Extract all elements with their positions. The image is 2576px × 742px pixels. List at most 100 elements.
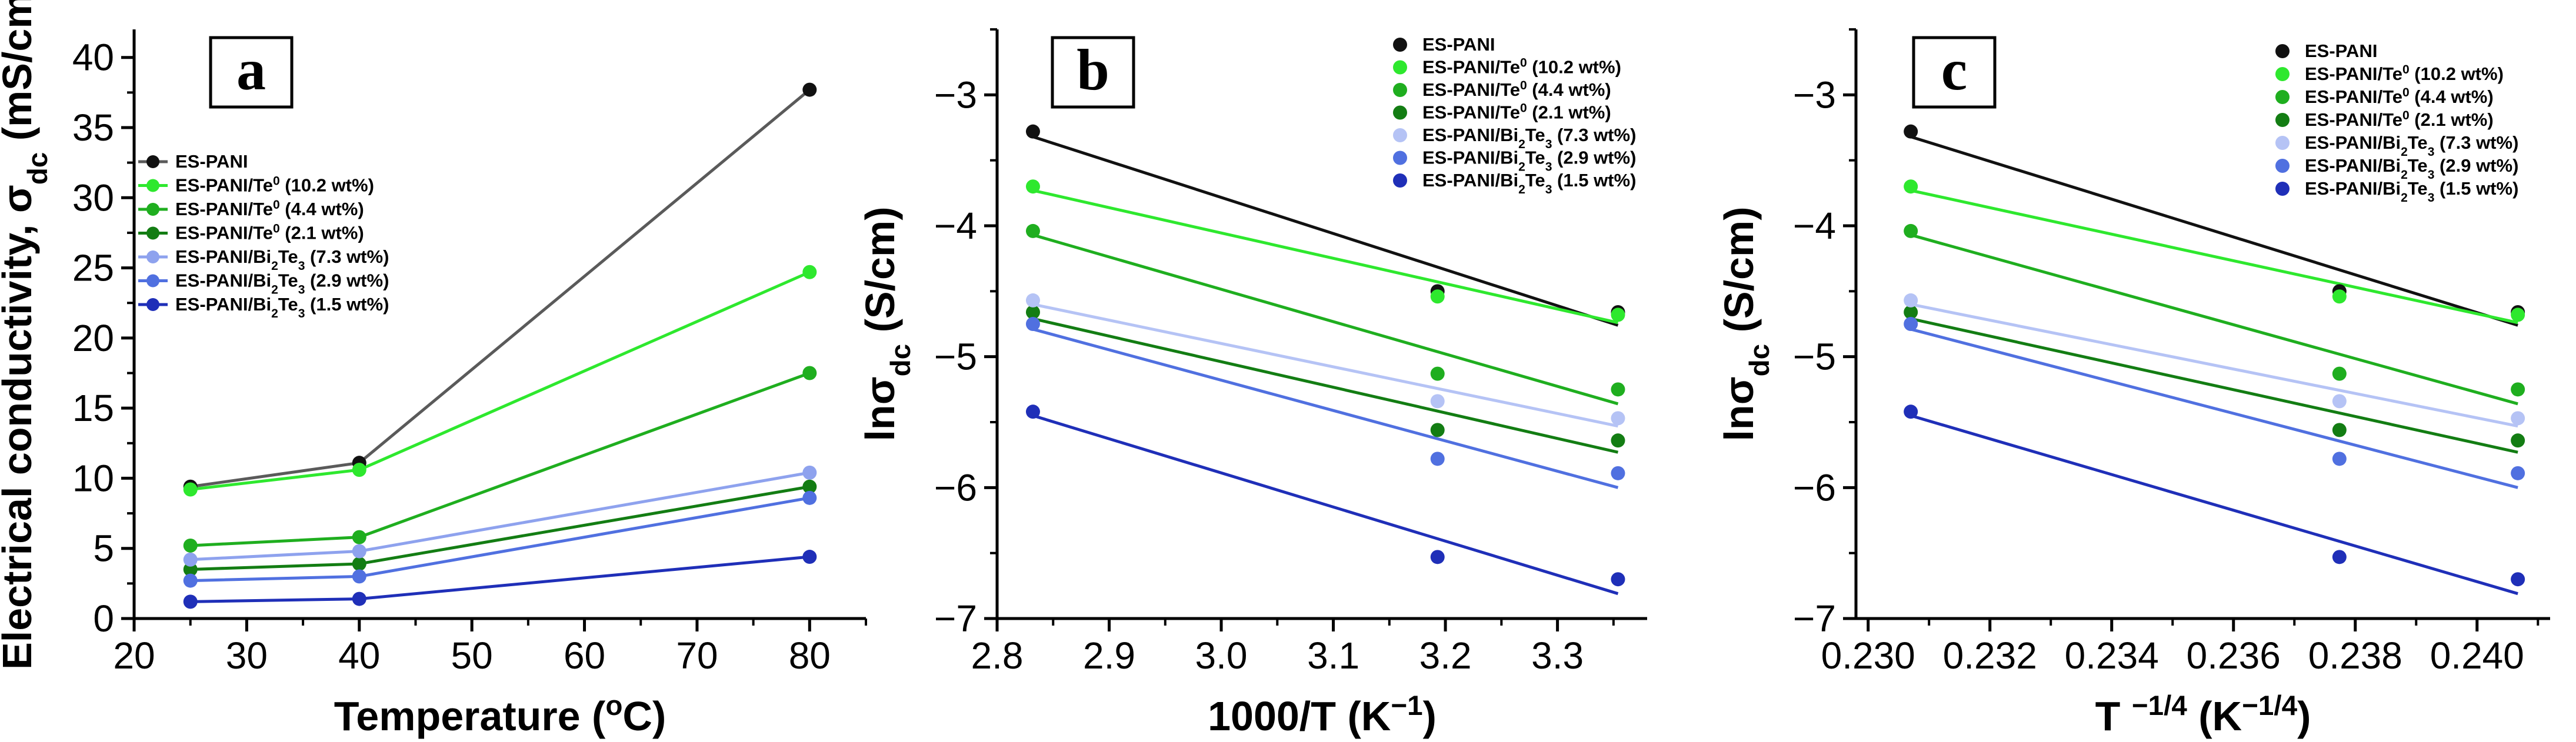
data-point [1904,124,1918,139]
fit-line [1910,327,2518,489]
legend-label: ES-PANI/Te0 (2.1 wt%) [1422,101,1611,123]
fit-line [1032,317,1619,454]
fit-line [1032,303,1618,428]
data-point [802,550,817,564]
fit-line [1910,135,2518,327]
data-point [802,265,817,279]
y-tick-label: −7 [1793,597,1836,640]
data-point [1904,317,1918,331]
data-point [802,479,817,494]
data-point [2511,382,2525,397]
x-tick-label: 70 [676,634,718,677]
y-tick-label: −3 [1793,73,1836,116]
legend-swatch-marker [146,250,159,263]
x-tick-label: 3.0 [1195,634,1248,677]
y-tick-label: −5 [934,336,977,378]
legend-swatch-marker [1393,173,1407,188]
legend-label: ES-PANI/Bi2Te3 (1.5 wt%) [175,294,389,320]
data-point [2332,366,2347,381]
legend-label: ES-PANI/Bi2Te3 (7.3 wt%) [2305,132,2518,159]
fit-line [1032,327,1619,489]
legend-label: ES-PANI [2305,41,2377,61]
y-tick-label: 0 [93,597,114,640]
legend-label: ES-PANI/Te0 (4.4 wt%) [175,198,364,220]
data-point [352,569,366,584]
y-tick-label: −3 [934,73,977,116]
legend-swatch-marker [2275,182,2290,196]
x-axis-label: 1000/T (K−1) [1208,690,1437,740]
fit-line [1032,189,1619,325]
legend-swatch-marker [1393,151,1407,165]
x-tick-label: 3.2 [1419,634,1472,677]
fit-line [1910,189,2518,325]
data-point [1904,293,1918,308]
x-tick-label: 0.230 [1821,634,1915,677]
data-point [1430,289,1445,304]
data-point [1611,382,1625,397]
y-axis-label: Electrical conductivity, σdc (mS/cm) [0,0,54,670]
data-point [2511,572,2525,587]
data-point [1611,572,1625,587]
y-tick-label: 30 [72,176,114,219]
y-tick-label: 5 [93,527,114,570]
data-point [1430,366,1445,381]
legend-label: ES-PANI/Te0 (2.1 wt%) [175,222,364,243]
data-point [1611,466,1625,480]
panel-letter: a [236,37,266,102]
panel-letter-box [1912,36,1997,109]
y-tick-label: 35 [72,106,114,149]
data-point [1904,179,1918,194]
panel-letter: b [1077,37,1109,102]
x-tick-label: 2.9 [1083,634,1135,677]
data-point [802,366,817,380]
legend-swatch-marker [2275,44,2290,58]
data-point [1611,411,1625,426]
y-tick-label: −6 [934,466,977,509]
y-tick-label: −4 [1793,205,1836,247]
data-point [1904,405,1918,419]
y-axis-label: lnσdc (S/cm) [857,206,917,441]
legend-label: ES-PANI [175,151,248,172]
legend-swatch-marker [1393,128,1407,142]
legend-swatch-marker [146,226,159,240]
data-point [1025,293,1040,308]
fit-line [1910,233,2518,406]
data-point [1430,394,1445,409]
data-point [2511,466,2525,480]
x-tick-label: 3.1 [1307,634,1359,677]
panel-c: 0.230 0.232 0.234 0.236 0.238 0.240 −3 −4 −5 −6 −7… [1716,28,2550,739]
x-tick-label: 0.234 [2065,634,2159,677]
data-point [2511,433,2525,448]
fit-line [1910,414,2518,596]
y-tick-label: 25 [72,247,114,289]
data-point [2332,550,2347,564]
legend-swatch-marker [2275,113,2290,127]
legend-swatch-marker [2275,90,2290,104]
data-point [352,544,366,559]
data-point [1430,423,1445,437]
data-point [1025,124,1040,139]
legend-label: ES-PANI [1422,34,1495,55]
panel-letter: c [1941,37,1967,102]
data-point [183,594,198,609]
x-tick-label: 60 [564,634,605,677]
legend-label: ES-PANI/Te0 (2.1 wt%) [2305,109,2494,131]
data-point [352,463,366,477]
x-tick-label: 0.236 [2187,634,2281,677]
legend-label: ES-PANI/Bi2Te3 (1.5 wt%) [1422,170,1636,196]
data-point [2332,423,2347,437]
y-tick-label: 40 [72,36,114,79]
legend-label: ES-PANI/Bi2Te3 (7.3 wt%) [175,246,389,273]
panel-letter-box [1051,36,1135,109]
data-point [1904,305,1918,319]
x-tick-label: 0.232 [1943,634,2037,677]
legend-swatch-marker [146,203,159,216]
fit-line [1032,135,1619,327]
series-line [190,372,811,547]
data-point [2511,308,2525,322]
data-point [2511,411,2525,426]
data-point [352,556,366,571]
x-tick-label: 50 [451,634,493,677]
legend-swatch-marker [146,274,159,288]
